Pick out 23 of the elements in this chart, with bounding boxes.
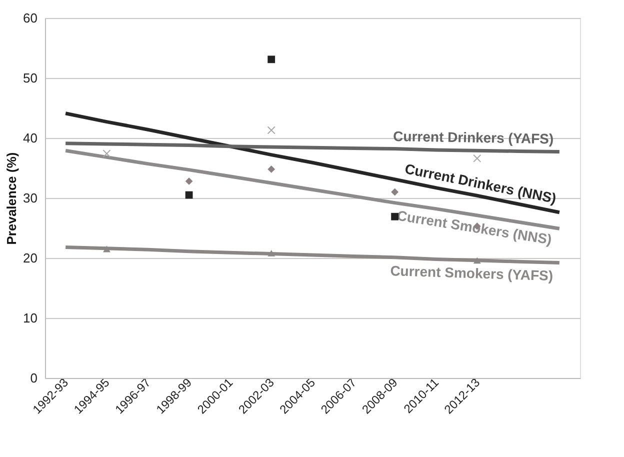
y-tick-label: 30 [23,190,38,206]
y-axis-title: Prevalence (%) [4,152,20,245]
y-tick-label: 40 [23,130,38,146]
point [267,126,276,134]
series-label: Current Smokers (YAFS) [390,262,554,284]
point [268,165,276,173]
y-tick-label: 10 [23,310,38,326]
point [102,150,111,158]
point [391,188,399,196]
y-tick-label: 60 [23,10,38,26]
line-series [64,245,562,265]
text: Current Drinkers (NNS) [403,160,558,206]
y-tick-label: 20 [23,250,38,266]
point [103,246,110,252]
text: Current Smokers (NNS) [396,207,553,248]
point [268,56,276,64]
series-label: Current Drinkers (YAFS) [393,128,554,147]
y-tick-label: 50 [23,70,38,86]
point [391,212,399,220]
point [268,250,276,256]
point [185,177,193,185]
point [473,154,482,162]
point [473,257,481,264]
